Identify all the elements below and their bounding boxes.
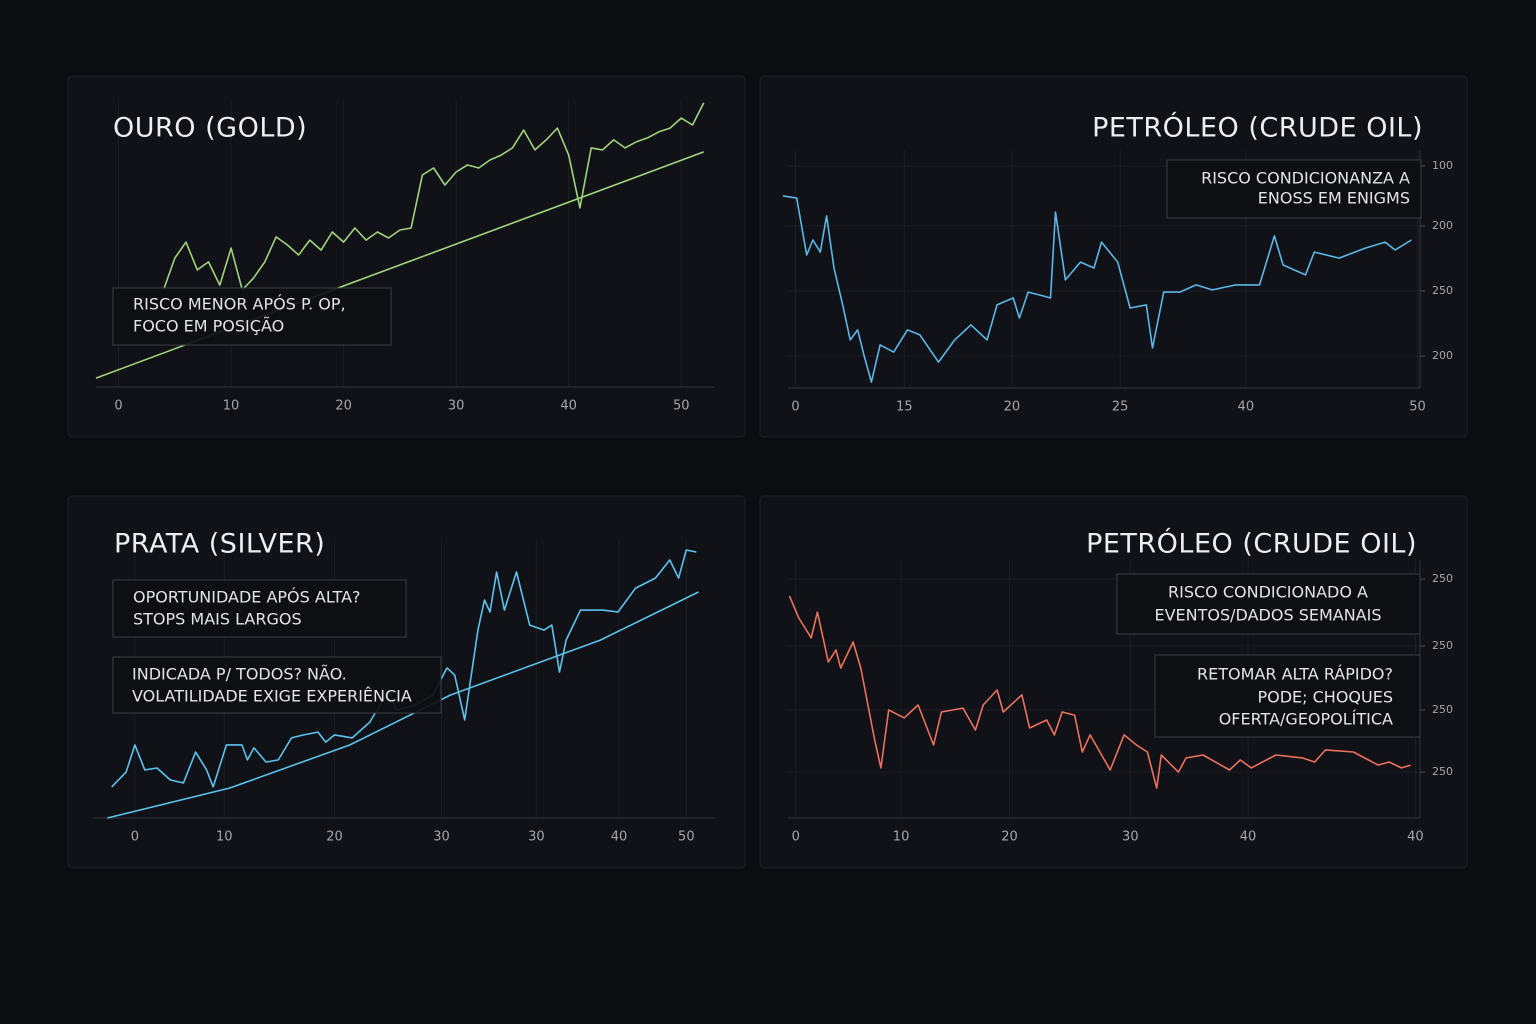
x-tick-label: 50	[1409, 400, 1426, 415]
price-line	[162, 102, 705, 291]
x-tick-label: 0	[792, 830, 800, 845]
x-tick-label: 40	[560, 399, 577, 414]
annotation-box	[1166, 159, 1422, 219]
annotation-box	[112, 287, 392, 346]
x-tick-label: 10	[223, 399, 240, 414]
x-tick-label: 50	[673, 399, 690, 414]
x-tick-label: 40	[1238, 400, 1255, 415]
panel	[67, 75, 746, 438]
x-tick-label: 50	[678, 830, 695, 845]
x-tick-label: 0	[114, 399, 122, 414]
x-tick-label: 30	[448, 399, 465, 414]
y-tick-label: 200	[1432, 349, 1453, 362]
chart-title: PETRÓLEO (CRUDE OIL)	[1086, 528, 1417, 560]
annotation-box	[112, 656, 442, 714]
annotation-box	[1154, 654, 1421, 738]
chart-title: OURO (GOLD)	[113, 113, 307, 144]
y-tick-label: 250	[1432, 639, 1453, 652]
x-tick-label: 15	[896, 400, 913, 415]
y-tick-label: 250	[1432, 572, 1453, 585]
annotation-text: OPORTUNIDADE APÓS ALTA?	[133, 588, 361, 607]
annotation-text: VOLATILIDADE EXIGE EXPERIÊNCIA	[132, 687, 412, 706]
annotation-text: STOPS MAIS LARGOS	[133, 610, 302, 629]
annotation-box	[112, 579, 407, 638]
annotation-text: PODE; CHOQUES	[1257, 688, 1393, 707]
chart-title: PRATA (SILVER)	[114, 529, 325, 560]
price-line	[782, 195, 1412, 383]
x-tick-label: 40	[1240, 830, 1257, 845]
x-tick-label: 0	[131, 830, 139, 845]
annotation-text: RISCO MENOR APÓS P. OP,	[133, 295, 346, 314]
annotation-text: ENOSS EM ENIGMS	[1258, 189, 1410, 208]
annotation-text: OFERTA/GEOPOLÍTICA	[1219, 710, 1393, 729]
x-tick-label: 30	[1122, 830, 1139, 845]
annotation-text: FOCO EM POSIÇÃO	[133, 317, 284, 336]
x-tick-label: 10	[216, 830, 233, 845]
x-tick-label: 40	[611, 830, 628, 845]
x-tick-label: 40	[1407, 830, 1424, 845]
x-tick-label: 20	[335, 399, 352, 414]
y-tick-label: 250	[1432, 703, 1453, 716]
x-tick-label: 30	[528, 830, 545, 845]
annotation-text: RISCO CONDICIONANZA A	[1201, 169, 1410, 188]
annotation-text: EVENTOS/DADOS SEMANAIS	[1155, 606, 1382, 625]
y-tick-label: 250	[1432, 765, 1453, 778]
price-line	[107, 591, 699, 819]
annotation-text: INDICADA P/ TODOS? NÃO.	[132, 665, 347, 684]
annotation-text: RISCO CONDICIONADO A	[1168, 583, 1368, 602]
y-tick-label: 200	[1432, 219, 1453, 232]
x-tick-label: 25	[1112, 400, 1129, 415]
price-line	[788, 595, 1411, 789]
x-tick-label: 30	[433, 830, 450, 845]
y-tick-label: 100	[1432, 159, 1453, 172]
y-tick-label: 250	[1432, 284, 1453, 297]
x-tick-label: 20	[1001, 830, 1018, 845]
x-tick-label: 0	[791, 400, 799, 415]
annotation-box	[1116, 573, 1421, 635]
x-tick-label: 20	[326, 830, 343, 845]
chart-title: PETRÓLEO (CRUDE OIL)	[1092, 112, 1423, 144]
x-tick-label: 20	[1004, 400, 1021, 415]
x-tick-label: 10	[893, 830, 910, 845]
annotation-text: RETOMAR ALTA RÁPIDO?	[1197, 665, 1393, 684]
